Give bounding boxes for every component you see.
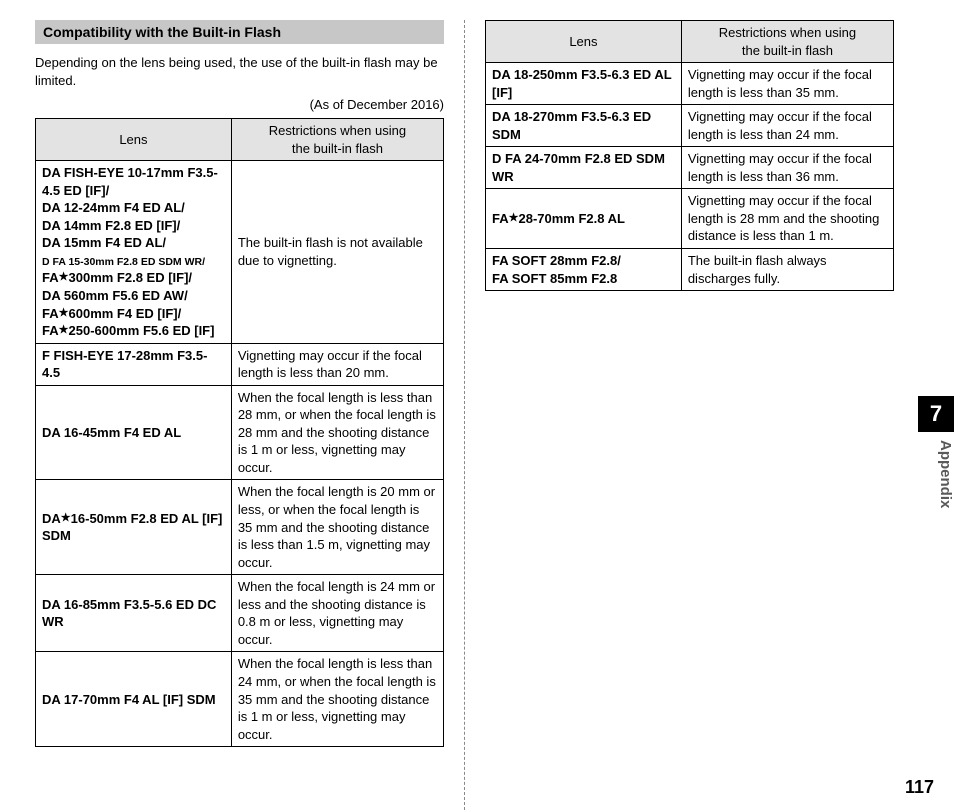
table-row: DA 16-45mm F4 ED ALWhen the focal length… [36, 385, 444, 480]
th-restriction-l2: the built-in flash [292, 141, 383, 156]
date-note: (As of December 2016) [35, 97, 444, 112]
restriction-cell: When the focal length is less than 24 mm… [231, 652, 443, 747]
restriction-cell: Vignetting may occur if the focal length… [681, 189, 893, 249]
table-row: DA 16-85mm F3.5-5.6 ED DC WRWhen the foc… [36, 575, 444, 652]
table-row: DA 18-250mm F3.5-6.3 ED AL [IF]Vignettin… [486, 63, 894, 105]
lens-table-right: Lens Restrictions when using the built-i… [485, 20, 894, 291]
lens-cell: DA 16-45mm F4 ED AL [36, 385, 232, 480]
page: Compatibility with the Built-in Flash De… [0, 0, 954, 810]
lens-cell: DA 18-270mm F3.5-6.3 ED SDM [486, 105, 682, 147]
table-row: FA★28-70mm F2.8 ALVignetting may occur i… [486, 189, 894, 249]
th-restriction: Restrictions when using the built-in fla… [231, 119, 443, 161]
th-restriction: Restrictions when using the built-in fla… [681, 21, 893, 63]
chapter-number: 7 [918, 396, 954, 432]
restriction-cell: When the focal length is 24 mm or less a… [231, 575, 443, 652]
intro-text: Depending on the lens being used, the us… [35, 54, 444, 89]
lens-cell: FA SOFT 28mm F2.8/FA SOFT 85mm F2.8 [486, 249, 682, 291]
restriction-cell: Vignetting may occur if the focal length… [231, 343, 443, 385]
restriction-cell: Vignetting may occur if the focal length… [681, 105, 893, 147]
th-restriction-l1: Restrictions when using [719, 25, 856, 40]
th-restriction-l2: the built-in flash [742, 43, 833, 58]
restriction-cell: When the focal length is less than 28 mm… [231, 385, 443, 480]
table-row: DA 17-70mm F4 AL [IF] SDMWhen the focal … [36, 652, 444, 747]
left-tbody: DA FISH-EYE 10-17mm F3.5-4.5 ED [IF]/DA … [36, 161, 444, 747]
section-heading: Compatibility with the Built-in Flash [35, 20, 444, 44]
restriction-cell: Vignetting may occur if the focal length… [681, 63, 893, 105]
table-row: FA SOFT 28mm F2.8/FA SOFT 85mm F2.8The b… [486, 249, 894, 291]
side-tab: 7 Appendix [918, 396, 954, 508]
right-tbody: DA 18-250mm F3.5-6.3 ED AL [IF]Vignettin… [486, 63, 894, 291]
table-row: DA★16-50mm F2.8 ED AL [IF] SDMWhen the f… [36, 480, 444, 575]
page-number: 117 [905, 777, 934, 798]
right-column: Lens Restrictions when using the built-i… [464, 20, 894, 810]
th-lens: Lens [36, 119, 232, 161]
lens-table-left: Lens Restrictions when using the built-i… [35, 118, 444, 747]
lens-cell: DA 17-70mm F4 AL [IF] SDM [36, 652, 232, 747]
lens-cell: DA FISH-EYE 10-17mm F3.5-4.5 ED [IF]/DA … [36, 161, 232, 343]
table-row: D FA 24-70mm F2.8 ED SDM WRVignetting ma… [486, 147, 894, 189]
th-restriction-l1: Restrictions when using [269, 123, 406, 138]
restriction-cell: When the focal length is 20 mm or less, … [231, 480, 443, 575]
th-lens: Lens [486, 21, 682, 63]
table-row: F FISH-EYE 17-28mm F3.5-4.5Vignetting ma… [36, 343, 444, 385]
lens-cell: DA 18-250mm F3.5-6.3 ED AL [IF] [486, 63, 682, 105]
chapter-label: Appendix [918, 432, 954, 508]
restriction-cell: The built-in flash is not available due … [231, 161, 443, 343]
table-row: DA FISH-EYE 10-17mm F3.5-4.5 ED [IF]/DA … [36, 161, 444, 343]
lens-cell: F FISH-EYE 17-28mm F3.5-4.5 [36, 343, 232, 385]
table-row: DA 18-270mm F3.5-6.3 ED SDMVignetting ma… [486, 105, 894, 147]
left-column: Compatibility with the Built-in Flash De… [35, 20, 464, 810]
restriction-cell: The built-in flash always discharges ful… [681, 249, 893, 291]
lens-cell: DA 16-85mm F3.5-5.6 ED DC WR [36, 575, 232, 652]
lens-cell: FA★28-70mm F2.8 AL [486, 189, 682, 249]
lens-cell: DA★16-50mm F2.8 ED AL [IF] SDM [36, 480, 232, 575]
restriction-cell: Vignetting may occur if the focal length… [681, 147, 893, 189]
lens-cell: D FA 24-70mm F2.8 ED SDM WR [486, 147, 682, 189]
